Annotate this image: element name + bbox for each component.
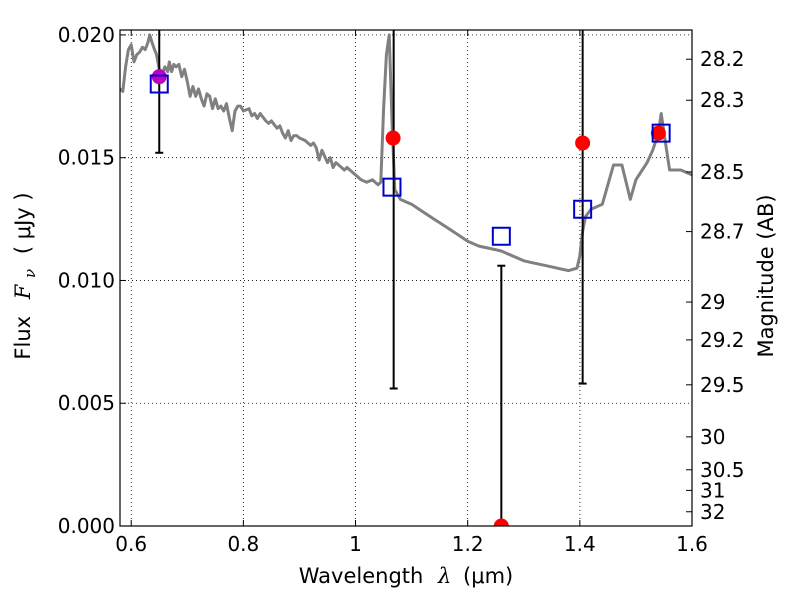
right-axis-label: Magnitude (AB): [754, 194, 778, 357]
data-point-square: [573, 199, 593, 219]
x-tick-label: 1: [349, 532, 362, 556]
data-point-square: [491, 226, 511, 246]
right-tick-label: 29.5: [700, 373, 745, 397]
data-point-circle: [493, 518, 509, 526]
spectrum-line: [120, 33, 692, 273]
y-tick-label: 0.000: [58, 514, 115, 538]
right-tick-label: 31: [700, 478, 725, 502]
y-tick-label: 0.010: [58, 268, 115, 292]
y-axis-label-unit: ( μJy ): [11, 192, 35, 254]
data-point-square: [382, 177, 402, 197]
x-axis-label-prefix: Wavelength: [299, 564, 424, 588]
data-point-square: [651, 123, 671, 143]
right-tick-label: 28.2: [700, 47, 745, 71]
data-point-circle: [650, 125, 666, 141]
y-axis-label-symbol: F: [11, 283, 35, 300]
right-tick-label: 28.3: [700, 88, 745, 112]
data-markers: [149, 69, 671, 526]
right-tick-label: 30.5: [700, 458, 745, 482]
x-axis-label: Wavelength λ (μm): [299, 564, 513, 588]
axes-frame: [119, 29, 693, 527]
y-tick-label: 0.015: [58, 146, 115, 170]
model-spectrum: [120, 33, 692, 273]
y-axis-label-subscript: ν: [21, 269, 39, 278]
x-tick-label: 1.2: [452, 532, 484, 556]
grid: [120, 30, 692, 526]
data-point-circle: [575, 135, 591, 151]
error-bars: [155, 30, 587, 526]
right-tick-label: 28.7: [700, 220, 745, 244]
right-tick-label: 29: [700, 290, 725, 314]
y-axis-label-prefix: Flux: [11, 316, 35, 360]
x-axis-label-unit: (μm): [463, 564, 513, 588]
right-tick-label: 32: [700, 500, 725, 524]
x-axis-label-symbol: λ: [437, 564, 451, 588]
y-tick-label: 0.005: [58, 391, 115, 415]
right-tick-label: 28.5: [700, 160, 745, 184]
x-tick-label: 0.8: [227, 532, 259, 556]
axis-ticks: 0.6 0.8 1 1.2 1.4 1.6 0.000 0.005 0.010 0.015 0.02…: [58, 23, 745, 556]
data-point-circle: [385, 130, 401, 146]
x-tick-label: 1.6: [676, 532, 708, 556]
y-axis-label: Flux F ν ( μJy ): [11, 192, 40, 359]
y-tick-label: 0.020: [58, 23, 115, 47]
x-tick-label: 1.4: [564, 532, 596, 556]
data-point-square: [149, 74, 169, 94]
right-tick-label: 30: [700, 425, 725, 449]
right-tick-label: 29.2: [700, 328, 745, 352]
plot-frame: [119, 29, 693, 527]
data-point-circle: [151, 69, 167, 85]
x-tick-label: 0.6: [115, 532, 147, 556]
